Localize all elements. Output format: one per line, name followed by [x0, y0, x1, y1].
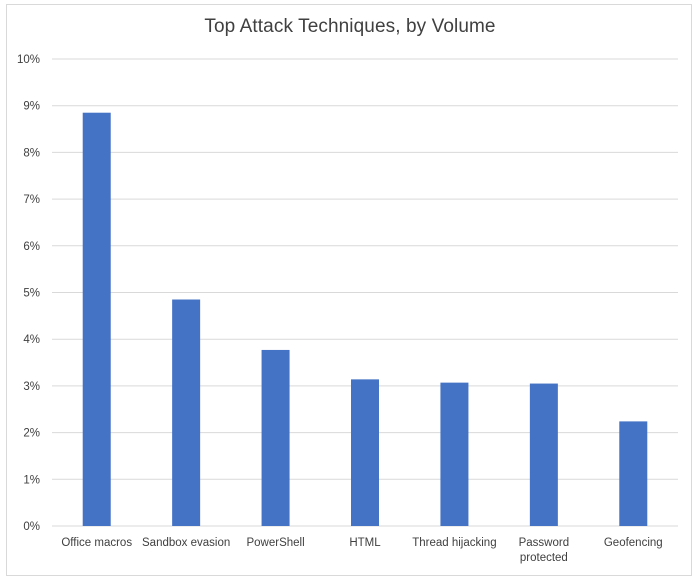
bar — [440, 382, 469, 526]
bar — [351, 379, 379, 526]
x-tick-label: HTML — [349, 537, 381, 549]
bar — [82, 112, 111, 526]
bar — [619, 421, 648, 526]
bar — [261, 349, 290, 526]
x-tick-label: Office macros — [61, 537, 132, 549]
x-tick-label: Geofencing — [604, 537, 663, 549]
bar — [529, 383, 558, 526]
y-tick-label: 7% — [23, 194, 40, 206]
y-tick-label: 10% — [17, 54, 40, 66]
y-axis-ticks: 0% 1% 2% 3% 4% 5% 6% 7% 8% 9% 10% — [17, 54, 40, 533]
y-tick-label: 3% — [23, 381, 40, 393]
x-tick-label: Password protected — [519, 537, 570, 564]
y-tick-label: 5% — [23, 288, 40, 300]
y-tick-label: 0% — [23, 521, 40, 533]
x-tick-label: PowerShell — [246, 537, 304, 549]
y-tick-label: 1% — [23, 474, 40, 486]
chart-frame — [6, 4, 692, 576]
y-tick-label: 4% — [23, 334, 40, 346]
x-tick-label: Sandbox evasion — [142, 537, 230, 549]
y-tick-label: 8% — [23, 147, 40, 159]
gridlines — [52, 58, 678, 527]
y-tick-label: 6% — [23, 241, 40, 253]
bars — [82, 112, 648, 526]
bar — [172, 299, 201, 526]
x-axis-labels: Office macros Sandbox evasion PowerShell HT… — [61, 537, 662, 564]
chart-title: Top Attack Techniques, by Volume — [204, 16, 496, 37]
y-tick-label: 2% — [23, 428, 40, 440]
x-tick-label: Thread hijacking — [412, 537, 496, 549]
y-tick-label: 9% — [23, 101, 40, 113]
